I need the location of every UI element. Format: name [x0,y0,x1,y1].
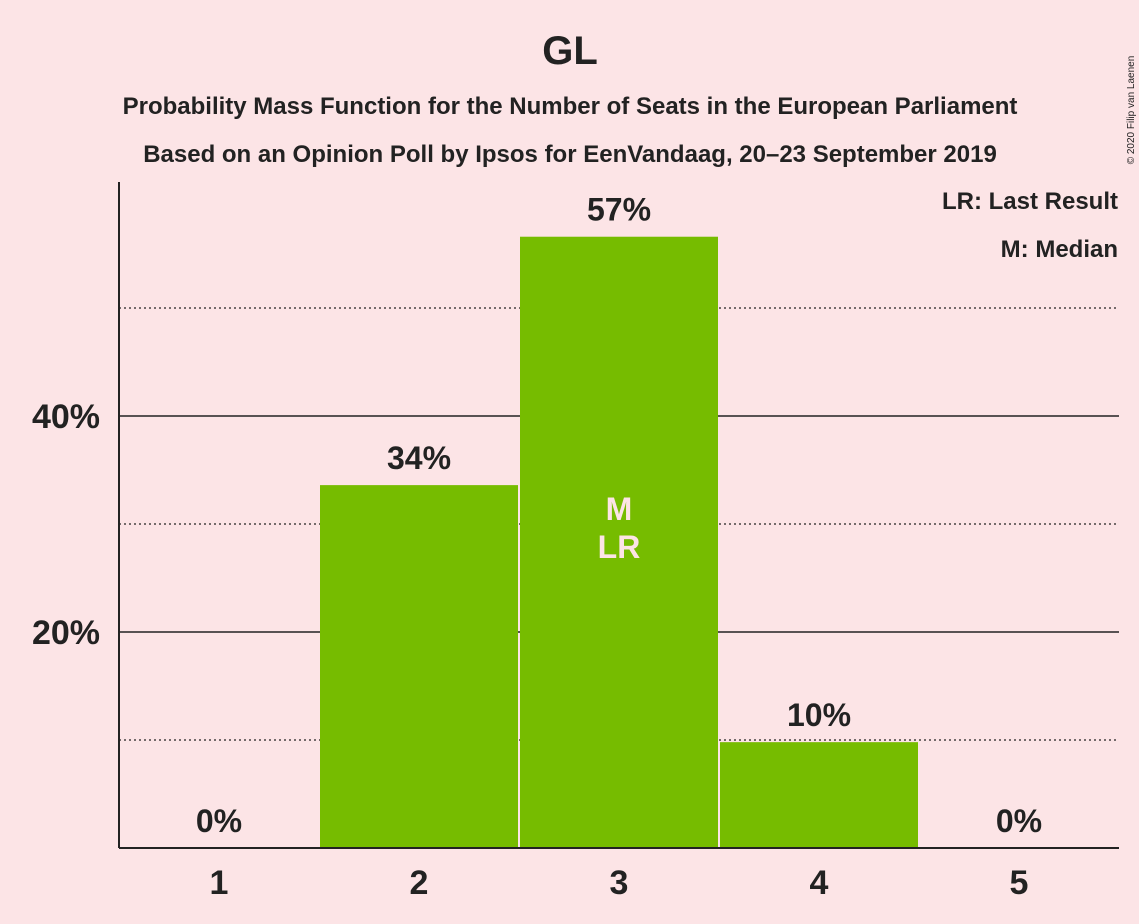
bar [720,742,918,848]
y-tick-label: 40% [32,398,100,436]
bar-value-label: 34% [387,440,451,476]
y-tick-label: 20% [32,614,100,652]
axes [118,182,1119,849]
bar-value-label: 10% [787,697,851,733]
x-tick-label: 4 [810,864,829,902]
bar [520,236,718,849]
chart-subtitle-1: Probability Mass Function for the Number… [123,93,1018,120]
bar-value-label: 0% [996,803,1042,839]
legend-last-result: LR: Last Result [942,188,1118,215]
bar [320,485,518,848]
bar-value-label: 0% [196,803,242,839]
bar-value-label: 57% [587,192,651,228]
bar-marker: LR [598,529,641,565]
bars [320,236,918,849]
x-tick-label: 5 [1010,864,1029,902]
legend-median: M: Median [1001,236,1118,263]
chart-title: GL [542,29,598,73]
x-tick-label: 2 [410,864,429,902]
x-tick-label: 3 [610,864,629,902]
copyright-notice: © 2020 Filip van Laenen [1126,56,1137,165]
chart-subtitle-2: Based on an Opinion Poll by Ipsos for Ee… [143,141,997,168]
bar-marker: M [606,491,633,527]
x-tick-label: 1 [210,864,229,902]
